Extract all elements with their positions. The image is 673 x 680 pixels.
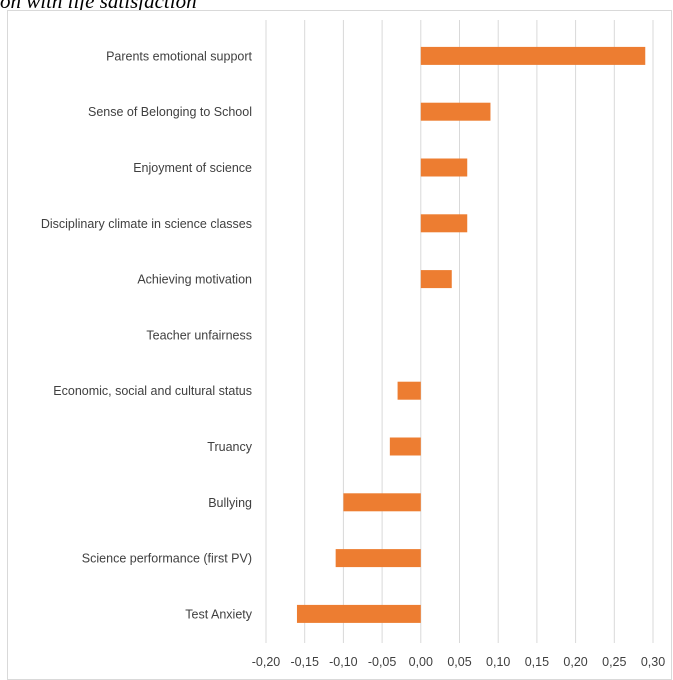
bar [420,158,468,177]
bar [397,381,421,400]
x-tick-label: 0,10 [486,655,510,669]
category-label: Truancy [207,440,252,454]
x-tick-label: -0,15 [290,655,319,669]
category-label: Bullying [208,496,252,510]
category-label: Sense of Belonging to School [88,105,252,119]
category-label: Parents emotional support [106,49,252,63]
category-label: Achieving motivation [137,273,252,287]
bar [420,270,452,289]
category-label: Test Anxiety [185,607,252,621]
x-tick-label: 0,25 [602,655,626,669]
x-tick-label: 0,15 [525,655,549,669]
bar [389,437,421,456]
bar [296,604,421,623]
x-tick-label: 0,00 [409,655,433,669]
x-tick-label: 0,05 [447,655,471,669]
bar [420,46,646,65]
bar [335,549,421,568]
x-tick-label: -0,20 [252,655,281,669]
x-tick-label: -0,10 [329,655,358,669]
category-label: Economic, social and cultural status [53,384,252,398]
chart-area [7,10,672,680]
bar [343,493,421,512]
category-label: Disciplinary climate in science classes [41,217,252,231]
x-tick-label: -0,05 [368,655,397,669]
bar [420,214,468,233]
category-label: Enjoyment of science [133,161,252,175]
x-tick-label: 0,20 [563,655,587,669]
chart-caption: on with life satisfaction [0,0,197,13]
category-label: Science performance (first PV) [82,552,252,566]
bar [420,102,491,121]
x-tick-label: 0,30 [641,655,665,669]
category-label: Teacher unfairness [146,328,252,342]
